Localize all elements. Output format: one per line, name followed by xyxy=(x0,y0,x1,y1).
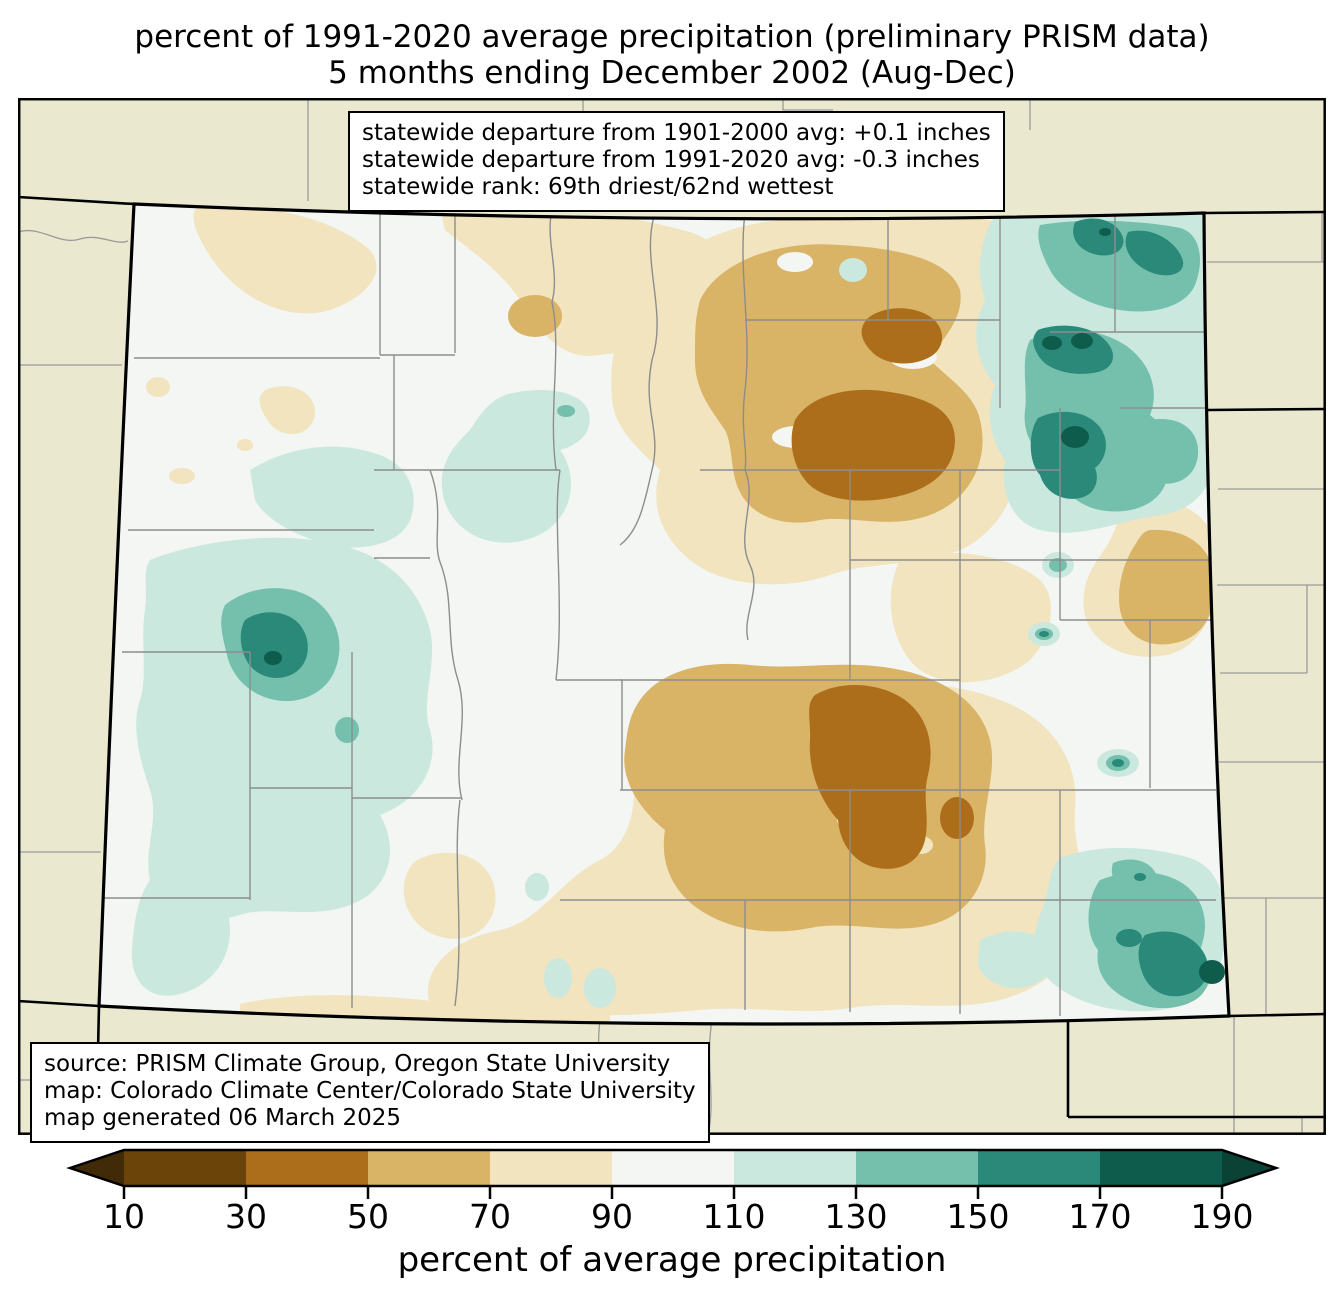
map-area xyxy=(17,97,1327,1136)
colorbar-tick-90: 90 xyxy=(591,1197,633,1236)
colorbar-tick-30: 30 xyxy=(225,1197,267,1236)
stats-line-3: statewide rank: 69th driest/62nd wettest xyxy=(362,174,834,200)
colorbar-tick-190: 190 xyxy=(1190,1197,1254,1236)
source-line-2: map: Colorado Climate Center/Colorado St… xyxy=(44,1078,696,1104)
colorado-state-border xyxy=(97,202,1231,1026)
stats-line-2: statewide departure from 1991-2020 avg: … xyxy=(362,147,980,173)
colorbar-ticks xyxy=(122,1186,1224,1199)
colorbar-tick-150: 150 xyxy=(946,1197,1010,1236)
statewide-stats-box: statewide departure from 1901-2000 avg: … xyxy=(348,111,1005,212)
state-contour-fills xyxy=(99,204,1229,1024)
source-attribution-box: source: PRISM Climate Group, Oregon Stat… xyxy=(30,1042,710,1143)
colorbar-tick-170: 170 xyxy=(1068,1197,1132,1236)
colorbar-tick-110: 110 xyxy=(702,1197,766,1236)
colorbar-graphic xyxy=(66,1148,1280,1199)
colorbar-tick-70: 70 xyxy=(469,1197,511,1236)
page-title-line2: 5 months ending December 2002 (Aug-Dec) xyxy=(328,55,1016,91)
colorbar-axis-label: percent of average precipitation xyxy=(397,1240,947,1280)
source-line-1: source: PRISM Climate Group, Oregon Stat… xyxy=(44,1051,671,1077)
colorbar-right-arrow xyxy=(1222,1150,1276,1186)
contour-170-190 xyxy=(264,228,1225,984)
colorbar-left-arrow xyxy=(70,1150,124,1186)
county-lines xyxy=(104,206,1216,1016)
page-title-line1: percent of 1991-2020 average precipitati… xyxy=(134,19,1210,55)
colorbar-tick-130: 130 xyxy=(824,1197,888,1236)
stats-line-1: statewide departure from 1901-2000 avg: … xyxy=(362,120,991,146)
colorbar-tick-50: 50 xyxy=(347,1197,389,1236)
colorbar-tick-10: 10 xyxy=(103,1197,145,1236)
contour-30-50 xyxy=(791,308,974,869)
colorbar xyxy=(50,1142,1300,1212)
colorado-precipitation-map xyxy=(17,97,1327,1136)
source-line-3: map generated 06 March 2025 xyxy=(44,1105,402,1131)
colorbar-segments xyxy=(124,1150,1222,1186)
